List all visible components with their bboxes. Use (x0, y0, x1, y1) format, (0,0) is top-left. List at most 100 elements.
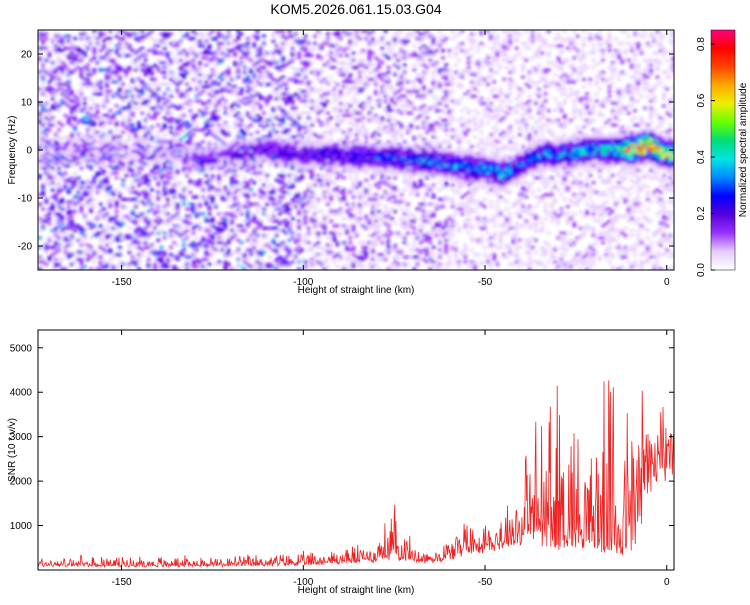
heat-cell (297, 42, 301, 45)
heat-cell (86, 202, 90, 206)
heat-cell (121, 169, 125, 173)
heat-cell (150, 246, 154, 249)
heat-cell (361, 116, 365, 120)
heat-cell (386, 267, 391, 270)
heat-cell (258, 224, 263, 228)
heat-cell (169, 104, 173, 108)
heat-cell (278, 195, 282, 199)
heat-cell (367, 159, 372, 163)
heat-cell (121, 68, 125, 72)
heat-cell (191, 78, 196, 81)
heat-cell (294, 80, 298, 84)
heat-cell (274, 243, 279, 247)
heat-cell (127, 226, 132, 230)
heat-cell (348, 207, 353, 211)
heat-cell (284, 162, 289, 165)
heat-cell (335, 253, 340, 257)
heat-cell (367, 82, 372, 86)
heat-cell (278, 258, 282, 261)
heat-cell (172, 133, 177, 137)
heat-cell (191, 58, 196, 62)
heat-cell (338, 198, 343, 201)
heat-cell (294, 150, 298, 153)
heat-cell (111, 154, 116, 158)
heat-cell (118, 154, 122, 158)
heat-cell (114, 49, 119, 53)
heat-cell (223, 102, 228, 105)
heat-cell (322, 135, 327, 139)
heat-cell (386, 66, 391, 69)
heat-cell (134, 37, 138, 41)
heat-cell (284, 150, 289, 153)
heat-cell (364, 246, 369, 249)
heat-cell (217, 147, 221, 151)
heat-cell (226, 205, 231, 209)
heat-cell (335, 54, 340, 57)
heat-cell (38, 32, 42, 36)
heat-cell (134, 246, 138, 249)
heat-cell (252, 229, 257, 233)
heat-cell (284, 224, 289, 228)
heat-cell (316, 152, 321, 156)
heat-cell (98, 68, 103, 72)
heat-cell (54, 70, 58, 74)
heat-cell (236, 250, 241, 254)
heat-cell (348, 164, 353, 168)
heat-cell (223, 130, 228, 134)
heat-cell (326, 248, 330, 252)
heat-cell (210, 30, 215, 33)
heat-cell (297, 159, 301, 163)
heat-cell (146, 94, 151, 98)
heat-cell (338, 166, 343, 170)
heat-cell (402, 154, 407, 158)
heat-cell (172, 157, 177, 161)
heat-cell (169, 246, 173, 249)
heat-cell (402, 222, 407, 225)
heat-cell (300, 68, 305, 72)
heat-cell (326, 202, 330, 206)
heat-cell (390, 97, 394, 101)
heat-cell (367, 164, 372, 168)
heat-cell (402, 145, 407, 149)
heat-cell (354, 118, 359, 122)
heat-cell (79, 262, 84, 266)
heat-cell (246, 238, 250, 242)
heat-cell (242, 102, 247, 105)
heat-cell (169, 42, 173, 45)
heat-cell (134, 58, 138, 62)
heat-cell (127, 68, 132, 72)
heat-cell (108, 116, 113, 120)
heat-cell (223, 99, 228, 103)
heat-cell (390, 162, 394, 165)
heat-cell (393, 248, 397, 252)
heat-cell (386, 118, 391, 122)
heat-cell (198, 243, 202, 247)
heat-cell (38, 114, 42, 117)
heat-cell (198, 212, 202, 216)
heat-cell (268, 198, 273, 201)
heat-cell (396, 30, 401, 33)
heat-cell (252, 181, 257, 185)
heat-cell (393, 164, 397, 168)
heat-cell (140, 102, 145, 105)
heat-cell (271, 145, 276, 149)
heat-cell (76, 226, 81, 230)
heat-cell (345, 169, 349, 173)
heat-cell (146, 82, 151, 86)
heat-cell (124, 234, 129, 237)
heat-cell (287, 116, 292, 120)
heat-cell (383, 94, 388, 98)
heat-cell (338, 234, 343, 237)
heat-cell (351, 66, 356, 69)
heat-cell (102, 147, 106, 151)
heat-cell (210, 231, 215, 235)
heat-cell (175, 164, 180, 168)
heat-cell (89, 106, 93, 110)
heat-cell (63, 135, 68, 139)
heat-cell (47, 118, 52, 122)
heat-cell (153, 202, 157, 206)
heat-cell (220, 226, 225, 230)
heat-cell (233, 145, 237, 149)
heat-cell (284, 87, 289, 91)
heat-cell (271, 190, 276, 194)
